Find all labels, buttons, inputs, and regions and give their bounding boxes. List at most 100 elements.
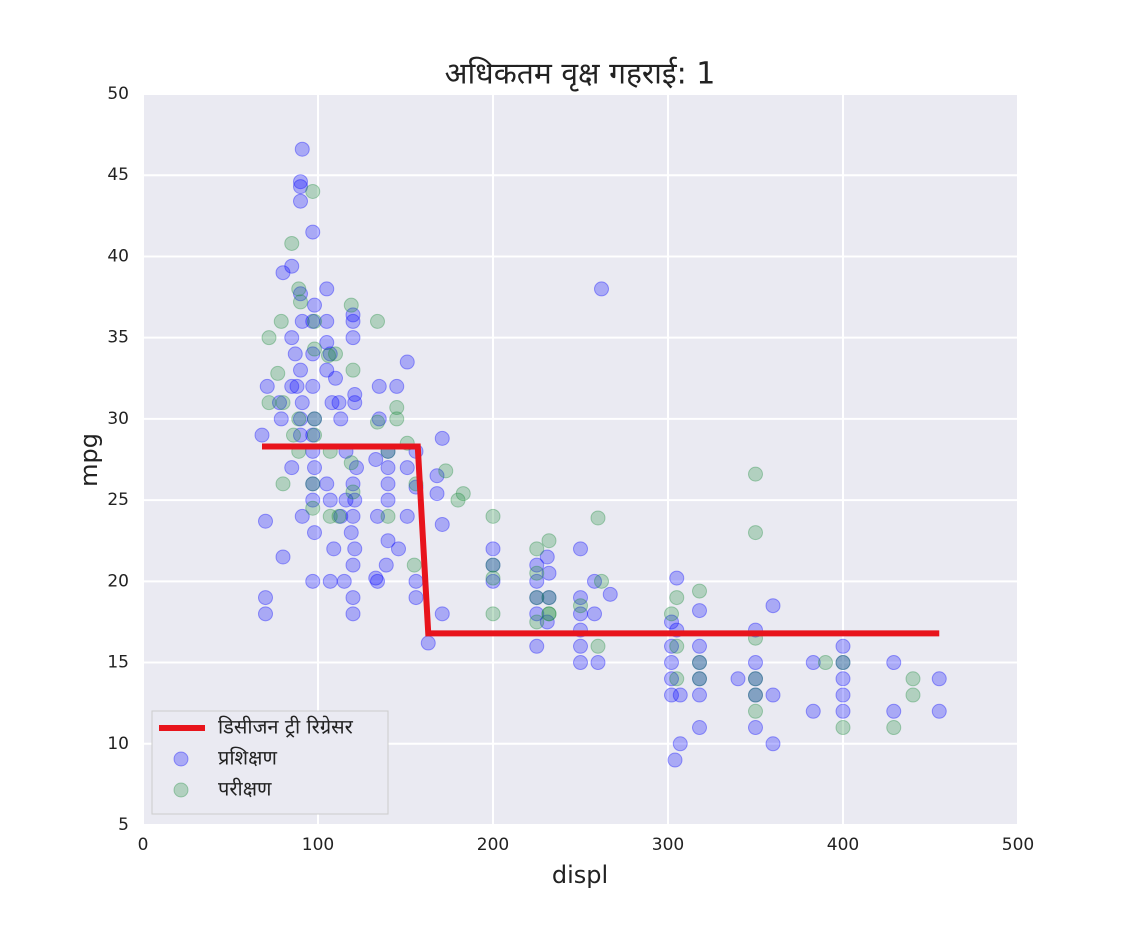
x-tick-label: 100 (302, 835, 334, 855)
data-point (324, 395, 340, 411)
data-point (835, 671, 851, 687)
data-point (835, 703, 851, 719)
data-point (347, 387, 363, 403)
data-point (345, 557, 361, 573)
data-point (450, 492, 466, 508)
data-point (692, 687, 707, 703)
data-point (305, 492, 321, 508)
data-point (399, 460, 415, 476)
x-tick-label: 200 (477, 835, 509, 855)
data-point (594, 573, 609, 589)
y-tick-label: 5 (118, 815, 129, 835)
data-point (664, 638, 679, 654)
data-point (275, 395, 291, 411)
data-point (529, 573, 545, 589)
data-point (485, 573, 501, 589)
data-point (333, 411, 349, 427)
data-point (328, 346, 343, 362)
data-point (294, 395, 310, 411)
data-point (886, 703, 902, 719)
data-point (347, 492, 363, 508)
data-point (305, 224, 321, 240)
x-tick-label: 300 (652, 835, 684, 855)
data-point (692, 671, 707, 687)
data-point (541, 590, 557, 606)
data-point (258, 590, 273, 606)
data-point (305, 476, 321, 492)
data-point (905, 687, 921, 703)
data-point (672, 687, 688, 703)
data-point (319, 476, 335, 492)
data-point (389, 378, 405, 394)
data-point (331, 508, 347, 524)
data-point (573, 655, 588, 671)
data-point (305, 183, 321, 199)
data-point (594, 281, 609, 297)
x-tick-label: 0 (138, 835, 149, 855)
data-point (692, 720, 707, 736)
data-point (338, 492, 354, 508)
data-point (345, 307, 361, 323)
y-tick-label: 10 (107, 734, 129, 754)
data-point (307, 313, 322, 329)
data-point (765, 598, 781, 614)
data-point (485, 508, 501, 524)
data-point (805, 703, 821, 719)
data-point (307, 411, 322, 427)
data-point (835, 638, 851, 654)
data-point (286, 427, 301, 443)
data-point (664, 671, 679, 687)
data-point (261, 395, 277, 411)
data-point (258, 513, 273, 529)
data-point (692, 638, 707, 654)
data-point (294, 141, 310, 157)
data-point (293, 362, 308, 378)
data-point (272, 395, 287, 411)
data-point (485, 541, 501, 557)
data-point (835, 687, 851, 703)
data-point (434, 606, 450, 622)
data-point (347, 395, 363, 411)
data-point (541, 606, 557, 622)
data-point (765, 736, 781, 752)
data-point (345, 590, 361, 606)
data-point (287, 346, 303, 362)
data-point (485, 570, 501, 586)
chart-title: अधिकतम वृक्ष गहराई: 1 (445, 57, 716, 93)
data-point (275, 549, 291, 565)
data-point (748, 525, 763, 541)
data-point (305, 346, 321, 362)
data-point (371, 411, 387, 427)
y-tick-label: 35 (107, 328, 129, 348)
data-point (380, 492, 396, 508)
data-point (587, 573, 602, 589)
data-point (541, 606, 557, 622)
data-point (692, 655, 707, 671)
data-point (664, 606, 679, 622)
data-point (275, 265, 291, 281)
data-point (529, 638, 545, 654)
data-point (669, 638, 685, 654)
data-point (529, 606, 545, 622)
data-point (905, 671, 921, 687)
legend-swatch (173, 751, 189, 767)
data-point (261, 330, 277, 346)
data-point (331, 395, 347, 411)
y-tick-label: 45 (107, 165, 129, 185)
data-point (664, 655, 679, 671)
plot-area (143, 94, 1018, 825)
regression-line (262, 443, 940, 637)
data-point (529, 614, 545, 630)
data-point (380, 508, 396, 524)
data-point (345, 313, 361, 329)
data-point (345, 484, 361, 500)
data-point (305, 313, 321, 329)
data-point (590, 638, 606, 654)
data-point (573, 541, 588, 557)
data-point (587, 606, 602, 622)
data-point (818, 655, 833, 671)
data-point (529, 590, 545, 606)
y-tick-label: 40 (107, 246, 129, 266)
data-point (368, 452, 384, 467)
legend-label: परीक्षण (218, 777, 272, 801)
